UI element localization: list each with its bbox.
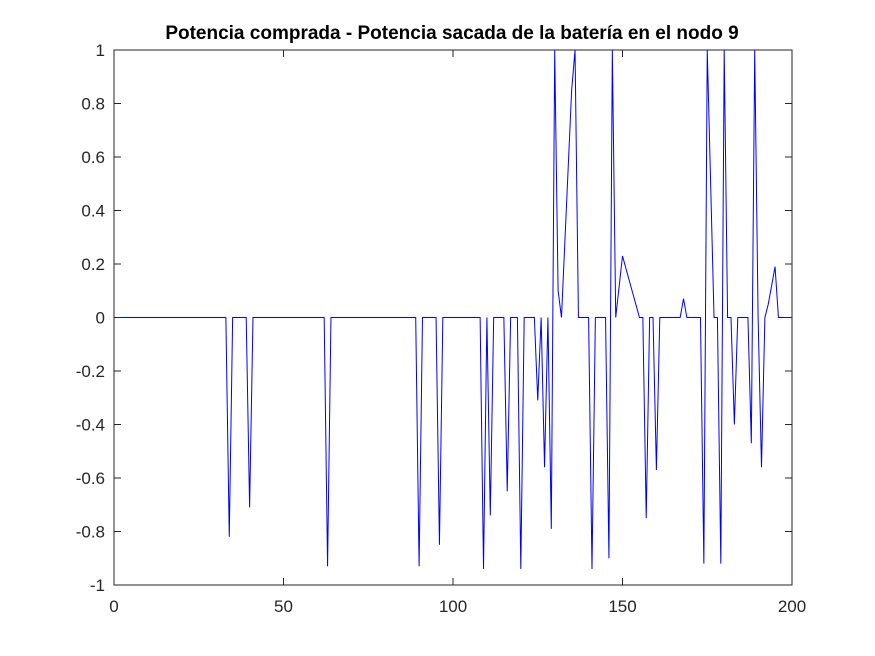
x-tick-label: 50 bbox=[274, 597, 293, 616]
y-tick-label: -0.8 bbox=[76, 523, 105, 542]
chart-title: Potencia comprada - Potencia sacada de l… bbox=[165, 23, 738, 44]
y-tick-label: -0.6 bbox=[76, 469, 105, 488]
x-tick-label: 200 bbox=[778, 597, 806, 616]
plot-area bbox=[114, 50, 792, 569]
y-tick-label: 1 bbox=[96, 41, 105, 60]
y-tick-label: -0.4 bbox=[76, 416, 105, 435]
y-tick-label: 0.8 bbox=[81, 95, 105, 114]
axis-ticks: 0 50 100 150 200 -1 -0.8 -0.6 -0.4 -0.2 0 0.2 0.4 0.6… bbox=[76, 41, 806, 616]
y-tick-label: -1 bbox=[90, 576, 105, 595]
x-tick-label: 150 bbox=[608, 597, 636, 616]
y-tick-label: 0.2 bbox=[81, 255, 105, 274]
y-tick-label: -0.2 bbox=[76, 362, 105, 381]
y-tick-label: 0 bbox=[96, 309, 105, 328]
series-line-0 bbox=[114, 50, 792, 569]
x-tick-label: 100 bbox=[439, 597, 467, 616]
x-tick-label: 0 bbox=[109, 597, 118, 616]
y-tick-label: 0.4 bbox=[81, 202, 105, 221]
y-tick-label: 0.6 bbox=[81, 148, 105, 167]
